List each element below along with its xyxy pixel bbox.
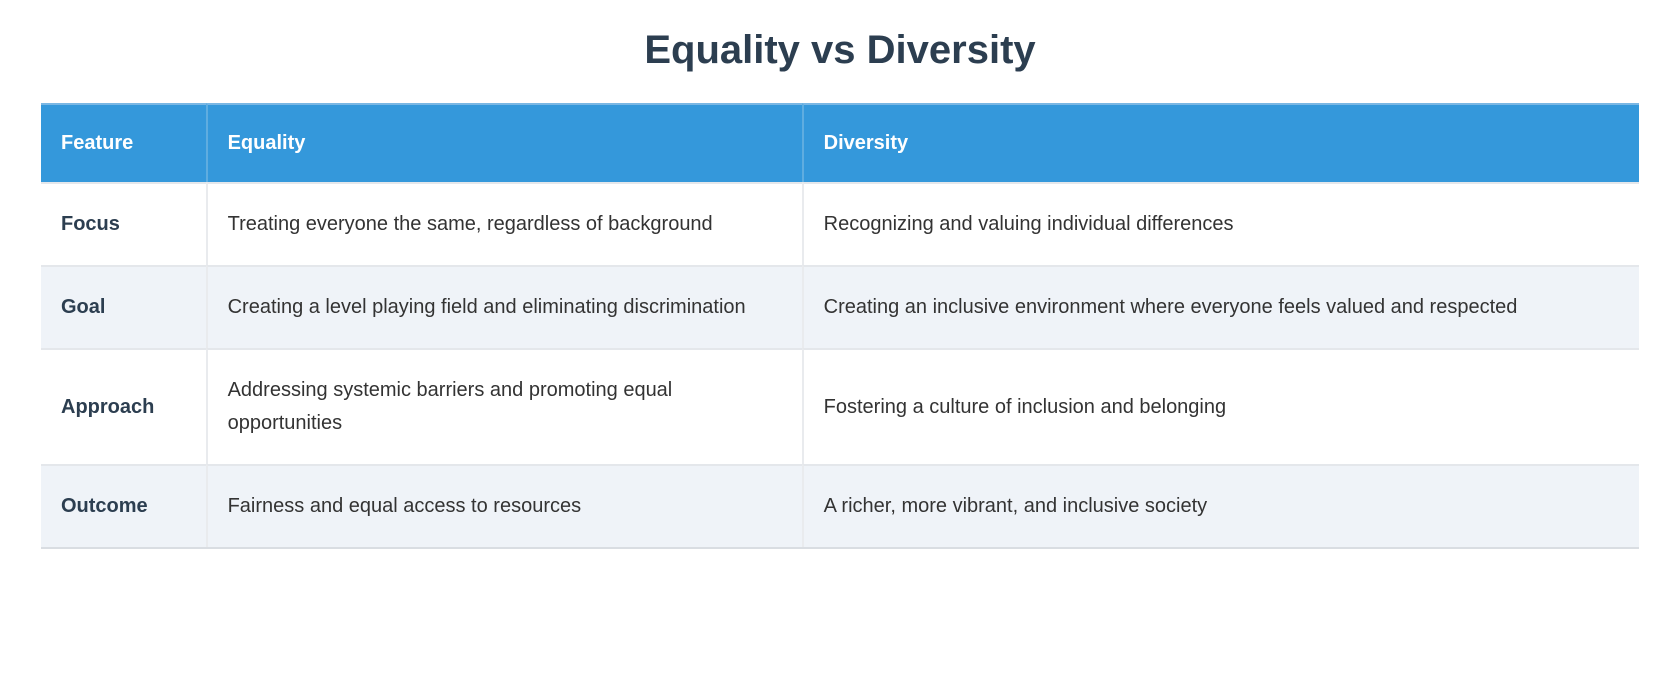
equality-cell: Addressing systemic barriers and promoti… [205,348,802,464]
table-row: Outcome Fairness and equal access to res… [41,464,1639,547]
table-row: Approach Addressing systemic barriers an… [41,348,1639,464]
equality-cell: Fairness and equal access to resources [205,464,802,547]
feature-cell: Outcome [41,464,206,547]
diversity-cell: Recognizing and valuing individual diffe… [801,182,1639,265]
table-header: Feature Equality Diversity [41,103,1639,182]
feature-cell: Goal [41,265,206,348]
comparison-table: Feature Equality Diversity Focus Treatin… [41,103,1639,549]
equality-cell: Treating everyone the same, regardless o… [205,182,802,265]
diversity-cell: Creating an inclusive environment where … [801,265,1639,348]
column-header-feature: Feature [41,103,206,182]
feature-cell: Approach [41,348,206,464]
table-body: Focus Treating everyone the same, regard… [41,182,1639,547]
table-row: Focus Treating everyone the same, regard… [41,182,1639,265]
column-header-diversity: Diversity [801,103,1639,182]
column-header-equality: Equality [205,103,802,182]
diversity-cell: Fostering a culture of inclusion and bel… [801,348,1639,464]
feature-cell: Focus [41,182,206,265]
comparison-table-container: Feature Equality Diversity Focus Treatin… [41,103,1639,549]
header-row: Feature Equality Diversity [41,103,1639,182]
table-row: Goal Creating a level playing field and … [41,265,1639,348]
equality-cell: Creating a level playing field and elimi… [205,265,802,348]
page-title: Equality vs Diversity [644,28,1036,72]
diversity-cell: A richer, more vibrant, and inclusive so… [801,464,1639,547]
